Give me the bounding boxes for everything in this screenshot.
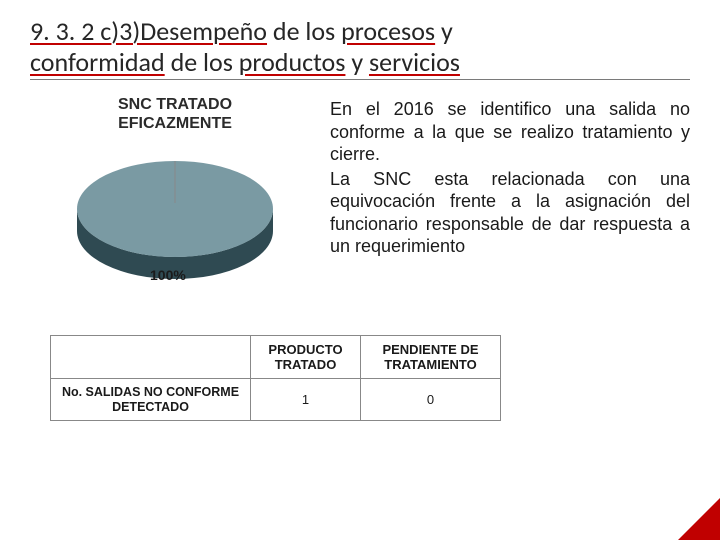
data-table: PRODUCTO TRATADO PENDIENTE DE TRATAMIENT… bbox=[50, 335, 501, 421]
table-cell-1: 1 bbox=[251, 379, 361, 421]
title-plain-3: de los bbox=[171, 46, 239, 78]
chart-title: SNC TRATADO EFICAZMENTE bbox=[30, 96, 320, 133]
chart-column: SNC TRATADO EFICAZMENTE 100% bbox=[30, 96, 320, 309]
text-column: En el 2016 se identifico una salida no c… bbox=[320, 96, 690, 309]
title-plain-2: y bbox=[441, 15, 453, 47]
title-highlight-5: servicios bbox=[369, 46, 460, 78]
title-plain-1: de los bbox=[273, 15, 341, 47]
pie-chart: 100% bbox=[60, 139, 290, 309]
table-cell-2: 0 bbox=[361, 379, 501, 421]
title-plain-4: y bbox=[351, 46, 369, 78]
title-highlight-2: procesos bbox=[341, 15, 435, 47]
table-col-2: PENDIENTE DE TRATAMIENTO bbox=[361, 336, 501, 379]
content-row: SNC TRATADO EFICAZMENTE 100% En el 2016 … bbox=[0, 84, 720, 309]
table-header-row: PRODUCTO TRATADO PENDIENTE DE TRATAMIENT… bbox=[51, 336, 501, 379]
table-row-head: No. SALIDAS NO CONFORME DETECTADO bbox=[51, 379, 251, 421]
slide-title: 9. 3. 2 c)3)Desempeño de los procesos y … bbox=[30, 16, 690, 77]
accent-corner bbox=[678, 498, 720, 540]
table-col-2-label: PENDIENTE DE TRATAMIENTO bbox=[382, 342, 478, 372]
table-col-1-label: PRODUCTO TRATADO bbox=[268, 342, 342, 372]
title-highlight-4: productos bbox=[239, 46, 346, 78]
table-corner-blank bbox=[51, 336, 251, 379]
title-highlight-3: conformidad bbox=[30, 46, 165, 78]
table-col-1: PRODUCTO TRATADO bbox=[251, 336, 361, 379]
table-region: PRODUCTO TRATADO PENDIENTE DE TRATAMIENT… bbox=[0, 309, 720, 421]
paragraph-1: En el 2016 se identifico una salida no c… bbox=[330, 98, 690, 166]
pie-svg bbox=[60, 139, 290, 309]
title-highlight-1: 9. 3. 2 c)3)Desempeño bbox=[30, 15, 267, 47]
title-underline: 9. 3. 2 c)3)Desempeño de los procesos y … bbox=[30, 16, 690, 80]
table-row: No. SALIDAS NO CONFORME DETECTADO 1 0 bbox=[51, 379, 501, 421]
paragraph-2: La SNC esta relacionada con una equivoca… bbox=[330, 168, 690, 258]
slide-header: 9. 3. 2 c)3)Desempeño de los procesos y … bbox=[0, 0, 720, 84]
pie-slice-label: 100% bbox=[150, 267, 186, 283]
